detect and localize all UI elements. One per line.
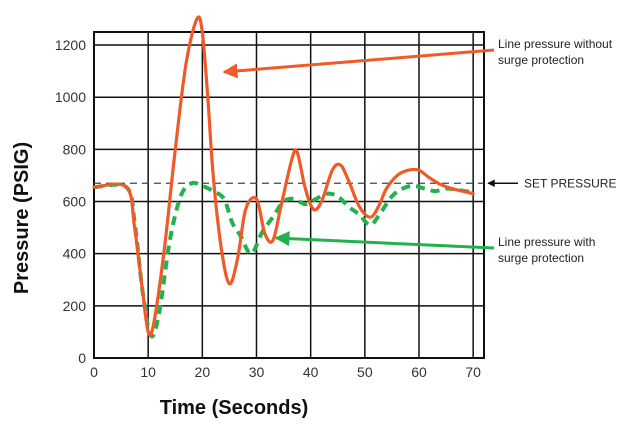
plot-frame bbox=[93, 31, 485, 359]
set-pressure-label: SET PRESSURE bbox=[524, 176, 616, 190]
y-tick-label: 800 bbox=[63, 141, 87, 157]
annotation-text-with: surge protection bbox=[498, 251, 584, 265]
y-tick-label: 400 bbox=[63, 246, 87, 262]
annotation-arrow-without bbox=[222, 48, 495, 79]
annotation-layer: Line pressure without surge protection Lin… bbox=[222, 37, 613, 265]
tick-labels: 0 10 20 30 40 50 60 70 0 200 400 600 800 1000 1200 bbox=[55, 37, 481, 380]
y-tick-label: 600 bbox=[63, 194, 87, 210]
annotation-arrow-with bbox=[274, 231, 495, 250]
y-tick-label: 200 bbox=[63, 298, 87, 314]
annotation-text-with: Line pressure with bbox=[498, 235, 595, 249]
series-layer bbox=[92, 15, 475, 339]
x-tick-label: 0 bbox=[90, 364, 98, 380]
y-tick-label: 1200 bbox=[55, 37, 86, 53]
y-tick-label: 1000 bbox=[55, 89, 86, 105]
series-line-without bbox=[92, 15, 475, 337]
x-tick-label: 20 bbox=[195, 364, 211, 380]
x-tick-label: 30 bbox=[249, 364, 265, 380]
y-axis-title: Pressure (PSIG) bbox=[11, 142, 33, 294]
series-line-with bbox=[93, 180, 474, 339]
x-tick-label: 40 bbox=[303, 364, 319, 380]
x-tick-label: 60 bbox=[411, 364, 427, 380]
x-axis-title: Time (Seconds) bbox=[160, 397, 309, 419]
x-tick-label: 50 bbox=[357, 364, 373, 380]
x-tick-label: 70 bbox=[465, 364, 481, 380]
set-pressure-layer: SET PRESSURE bbox=[94, 176, 616, 190]
x-tick-label: 10 bbox=[140, 364, 156, 380]
annotation-text-without: Line pressure without bbox=[498, 37, 613, 51]
annotation-text-without: surge protection bbox=[498, 53, 584, 67]
y-tick-label: 0 bbox=[78, 350, 86, 366]
grid bbox=[93, 31, 485, 359]
